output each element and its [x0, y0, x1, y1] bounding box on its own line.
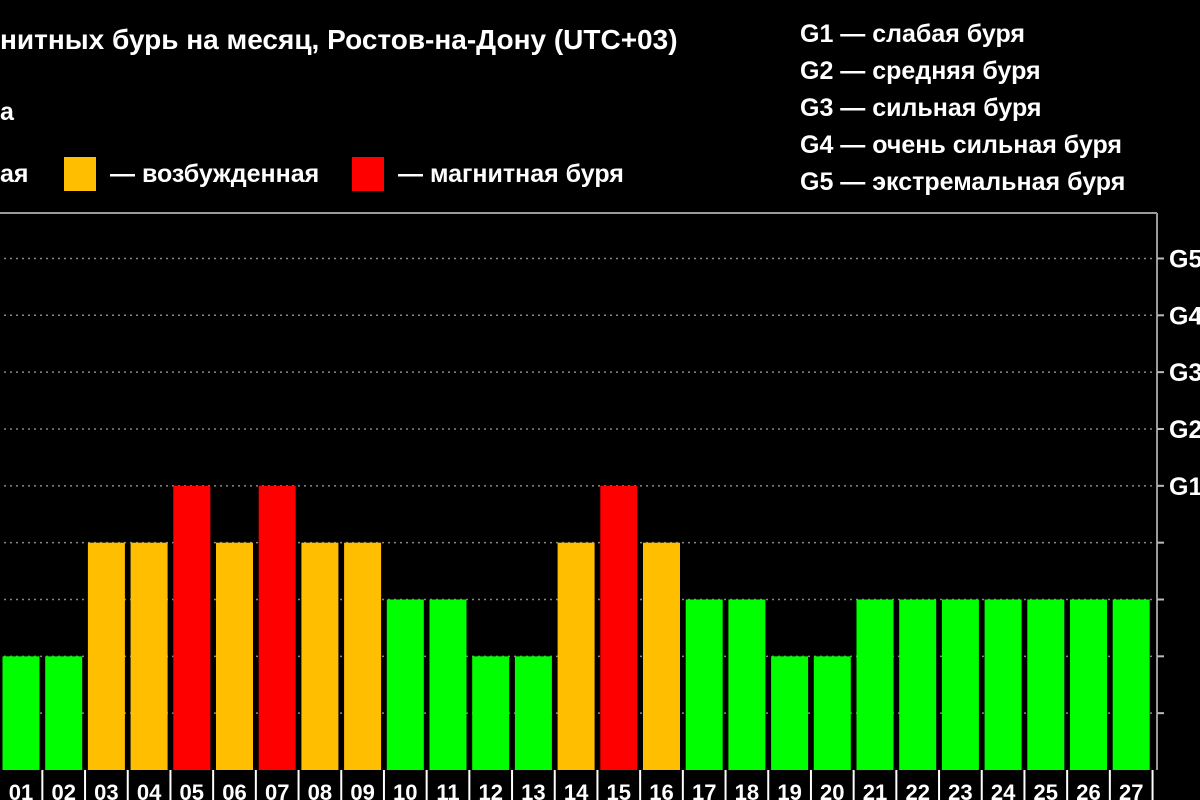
legend-quiet-text: ая [0, 159, 29, 188]
x-label-22: 22 [905, 780, 929, 800]
x-label-13: 13 [521, 780, 545, 800]
legend-storm-text: — магнитная буря [398, 159, 624, 188]
x-label-10: 10 [393, 780, 417, 800]
bar-05 [173, 485, 211, 770]
bar-07 [258, 485, 296, 770]
x-label-08: 08 [308, 780, 332, 800]
x-label-02: 02 [51, 780, 75, 800]
bar-16 [643, 542, 680, 770]
legend-item-storm: — магнитная буря [352, 156, 624, 192]
legend-swatch-storm [352, 157, 384, 191]
x-label-09: 09 [350, 780, 374, 800]
bar-23 [941, 599, 979, 770]
bar-15 [600, 485, 638, 770]
x-label-14: 14 [564, 780, 589, 800]
x-label-24: 24 [991, 780, 1016, 800]
x-label-03: 03 [94, 780, 118, 800]
bar-06 [216, 542, 253, 770]
x-label-01: 01 [9, 780, 33, 800]
bar-12 [472, 656, 510, 770]
bar-18 [728, 599, 766, 770]
scale-item-g1: G1 — слабая буря [800, 20, 1026, 48]
bar-17 [685, 599, 723, 770]
x-label-26: 26 [1076, 780, 1100, 800]
x-label-11: 11 [436, 780, 459, 800]
x-label-27: 27 [1119, 780, 1143, 800]
bar-04 [130, 542, 168, 770]
bar-19 [771, 656, 809, 770]
y-tick-label-g4: G4 [1169, 302, 1200, 330]
bar-09 [344, 542, 382, 770]
x-label-16: 16 [649, 780, 673, 800]
bar-02 [45, 656, 83, 770]
bar-13 [514, 656, 552, 770]
x-label-25: 25 [1034, 780, 1058, 800]
x-label-18: 18 [735, 780, 759, 800]
y-tick-label-g3: G3 [1169, 359, 1200, 387]
x-label-05: 05 [180, 780, 204, 800]
scale-item-g3: G3 — сильная буря [800, 94, 1042, 122]
legend-excited-text: — возбужденная [110, 159, 320, 188]
scale-item-g4: G4 — очень сильная буря [800, 131, 1122, 159]
x-label-07: 07 [265, 780, 289, 800]
x-label-19: 19 [777, 780, 801, 800]
bar-21 [856, 599, 894, 770]
storm-scale-legend: G1 — слабая буря G2 — средняя буря G3 — … [800, 16, 1125, 201]
bar-11 [429, 599, 467, 770]
legend-item-excited: — возбужденная [64, 156, 319, 192]
bar-24 [984, 599, 1022, 770]
x-label-23: 23 [948, 780, 972, 800]
bar-27 [1112, 599, 1150, 770]
bar-25 [1027, 599, 1065, 770]
bar-08 [301, 542, 339, 770]
x-label-04: 04 [137, 780, 162, 800]
bar-03 [87, 542, 125, 770]
bar-14 [557, 542, 595, 770]
y-tick-label-g5: G5 [1169, 245, 1200, 273]
x-label-17: 17 [692, 780, 716, 800]
legend-quiet-label: а [0, 98, 14, 126]
bar-26 [1070, 599, 1107, 770]
y-tick-label-g2: G2 [1169, 416, 1200, 444]
scale-item-g2: G2 — средняя буря [800, 57, 1041, 85]
x-label-06: 06 [222, 780, 246, 800]
y-tick-label-g1: G1 [1169, 473, 1200, 501]
x-label-21: 21 [863, 780, 887, 800]
x-label-15: 15 [607, 780, 631, 800]
legend-item-quiet: ая [0, 156, 29, 192]
scale-item-g5: G5 — экстремальная буря [800, 168, 1126, 196]
bar-20 [813, 656, 851, 770]
x-label-20: 20 [820, 780, 844, 800]
legend-swatch-excited [64, 157, 96, 191]
bar-01 [2, 656, 40, 770]
bar-22 [899, 599, 937, 770]
bar-10 [386, 599, 424, 770]
chart-title: нитных бурь на месяц, Ростов-на-Дону (UT… [0, 24, 678, 55]
x-label-12: 12 [478, 780, 502, 800]
